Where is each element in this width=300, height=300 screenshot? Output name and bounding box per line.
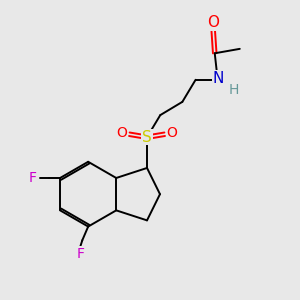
Text: N: N bbox=[213, 71, 224, 86]
Text: S: S bbox=[142, 130, 152, 145]
Text: F: F bbox=[77, 247, 85, 261]
Text: O: O bbox=[117, 126, 128, 140]
Text: O: O bbox=[207, 15, 219, 30]
Text: H: H bbox=[229, 83, 239, 97]
Text: O: O bbox=[167, 126, 178, 140]
Text: F: F bbox=[28, 171, 37, 185]
